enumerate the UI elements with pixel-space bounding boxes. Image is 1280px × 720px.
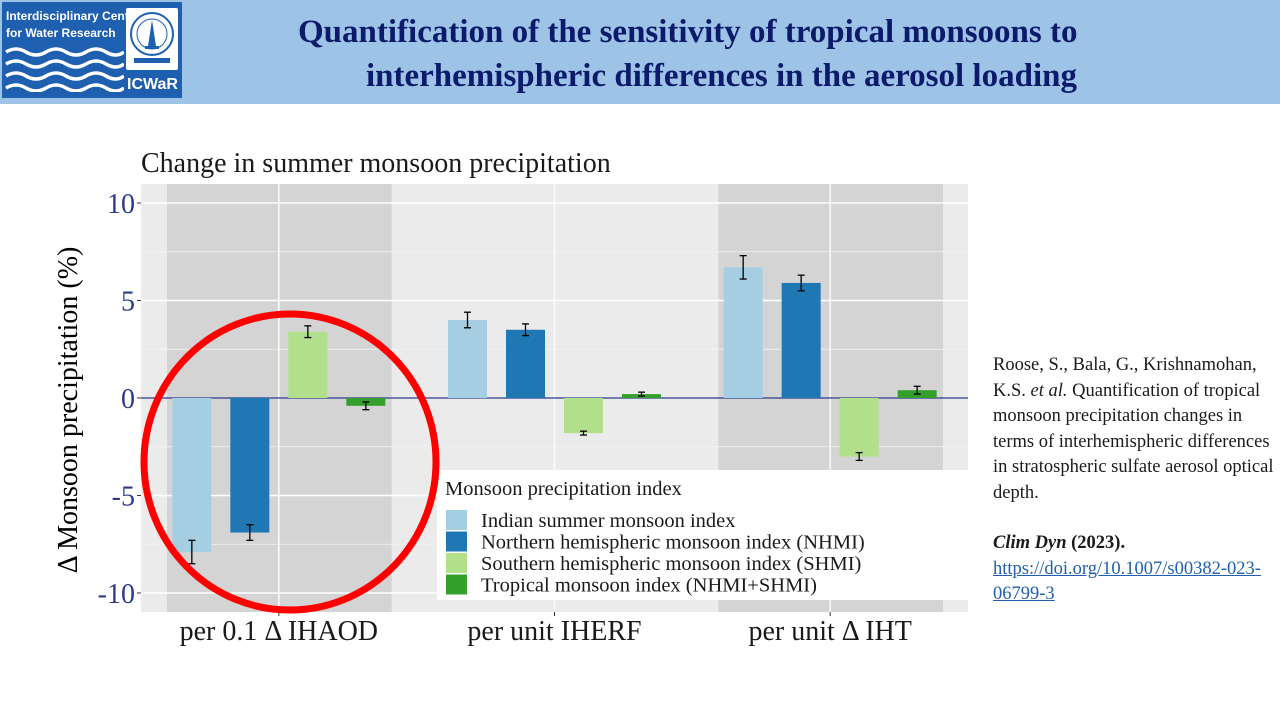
bar (839, 398, 879, 457)
bar (781, 282, 821, 398)
citation-block: Roose, S., Bala, G., Krishnamohan, K.S. … (993, 353, 1275, 608)
error-bar (913, 385, 921, 395)
logo-line1: Interdisciplinary Centre (6, 9, 141, 23)
error-bar (464, 311, 471, 329)
error-bar (797, 274, 805, 292)
chart-legend: Monsoon precipitation index Indian summe… (437, 470, 980, 600)
bar (723, 267, 763, 398)
logo-text: Interdisciplinary Centre for Water Resea… (6, 8, 140, 42)
citation-text: Quantification of tropical monsoon preci… (993, 380, 1274, 503)
legend-box (437, 470, 980, 600)
legend-entry: Southern hemispheric monsoon index (SHMI… (481, 553, 861, 575)
y-tick-label: -5 (112, 482, 135, 513)
legend-swatch (446, 553, 467, 573)
legend-swatch (446, 574, 467, 595)
error-bar (304, 325, 312, 339)
highlight-circle (140, 310, 440, 614)
icwar-logo: Interdisciplinary Centre for Water Resea… (2, 2, 182, 98)
legend-entry: Northern hemispheric monsoon index (NHMI… (481, 532, 865, 554)
error-bar (638, 391, 645, 397)
x-tick-label: per unit Δ IHT (748, 616, 911, 647)
legend-swatch (446, 531, 467, 552)
bar (448, 320, 487, 398)
bar (288, 331, 328, 398)
y-tick-label: -10 (98, 579, 135, 610)
error-bar (739, 254, 747, 280)
title-line1: Quantification of the sensitivity of tro… (298, 14, 1078, 50)
slide-title: Quantification of the sensitivity of tro… (298, 10, 1228, 98)
logo-name: ICWaR (127, 76, 178, 93)
chart-title: Change in summer monsoon precipitation (141, 148, 611, 179)
error-bar (188, 539, 196, 565)
y-tick-label: 0 (121, 384, 135, 415)
error-bar (246, 524, 254, 541)
bar (506, 329, 545, 398)
y-axis-label: Δ Monsoon precipitation (%) (53, 247, 84, 574)
y-tick-label: 10 (107, 189, 135, 220)
water-waves-icon (5, 47, 124, 92)
citation-journal: Clim Dyn (993, 533, 1067, 553)
error-bar (855, 451, 863, 462)
bar (230, 398, 270, 533)
error-bar (522, 323, 529, 337)
x-tick-label: per unit IHERF (467, 616, 641, 647)
logo-line2: for Water Research (6, 26, 116, 40)
bar (564, 398, 603, 434)
error-bar (362, 401, 370, 411)
x-tick-label: per 0.1 Δ IHAOD (180, 616, 378, 647)
header-banner: Interdisciplinary Centre for Water Resea… (0, 0, 1280, 104)
title-line2: interhemispheric differences in the aero… (366, 58, 1077, 94)
citation-authors: Roose, S., Bala, G., Krishnamohan, K.S. (993, 355, 1257, 401)
error-bar (580, 430, 587, 436)
bar (172, 398, 212, 553)
institute-seal-icon (126, 8, 178, 70)
y-tick-label: 5 (121, 287, 135, 318)
doi-link[interactable]: https://doi.org/10.1007/s00382-023-06799… (993, 558, 1261, 605)
legend-title: Monsoon precipitation index (445, 478, 682, 500)
citation-et-al: et al. (1030, 380, 1068, 401)
legend-entry: Tropical monsoon index (NHMI+SHMI) (481, 575, 817, 597)
citation-year: (2023). (1071, 533, 1126, 553)
legend-entry: Indian summer monsoon index (481, 510, 736, 532)
legend-swatch (446, 510, 467, 530)
